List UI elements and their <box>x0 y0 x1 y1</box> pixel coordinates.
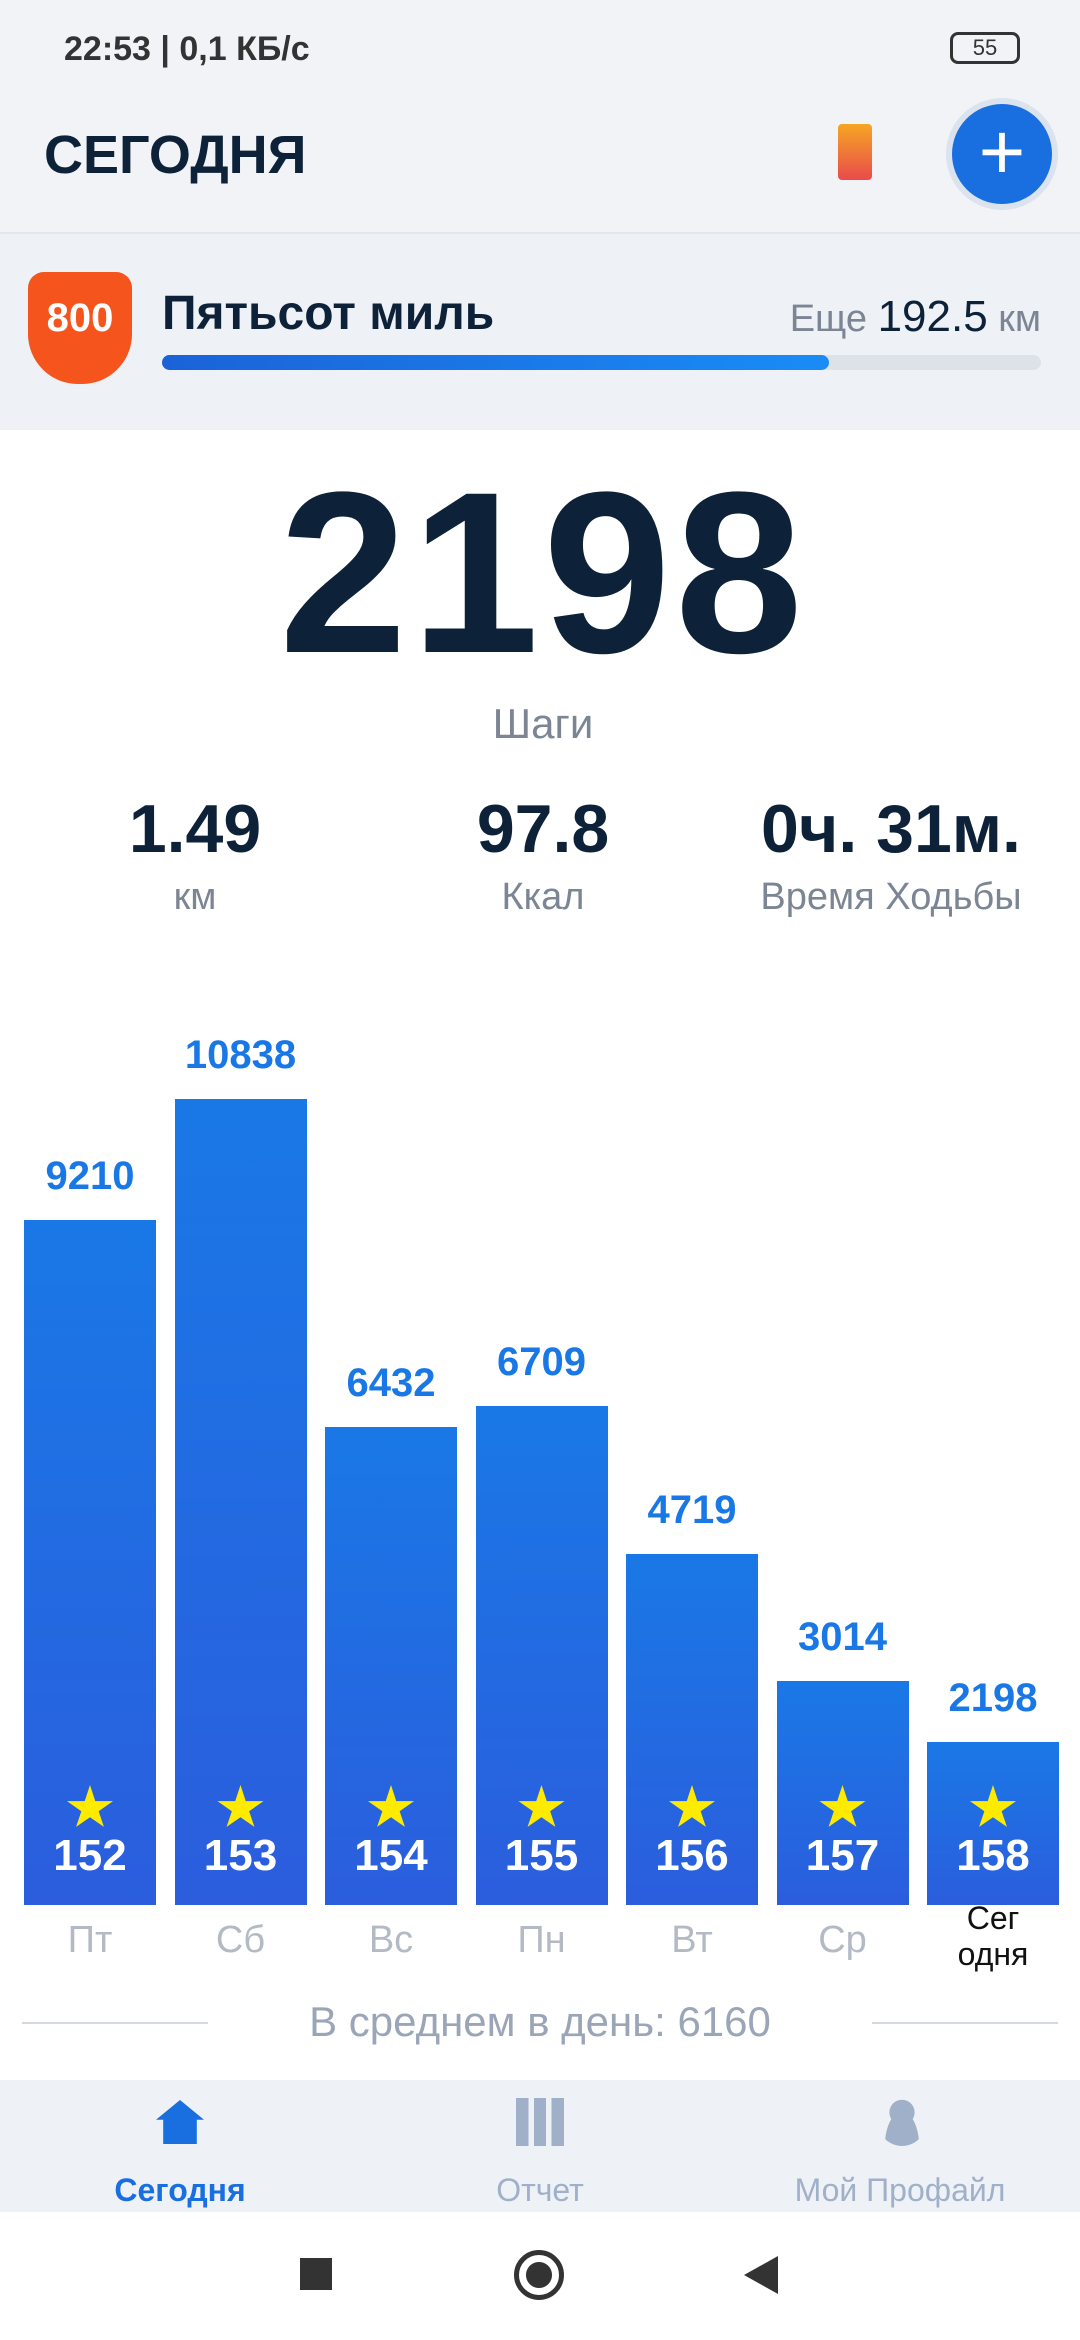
bar[interactable] <box>475 1406 608 1905</box>
steps-count: 2198 <box>279 444 807 701</box>
category-label: Вт <box>671 1919 713 1961</box>
progress-fill <box>162 355 829 370</box>
day-number: 155 <box>504 1831 579 1880</box>
bar-value-label: 3014 <box>798 1614 887 1659</box>
bar-value-label: 4719 <box>647 1488 737 1533</box>
bar[interactable] <box>174 1099 307 1905</box>
profile-icon <box>878 2098 926 2146</box>
day-number: 153 <box>203 1831 278 1880</box>
day-number: 156 <box>655 1831 729 1880</box>
remaining-value: 192.5 <box>877 292 988 341</box>
report-icon <box>516 2098 564 2146</box>
status-time: 22:53 | 0,1 КБ/с <box>64 30 310 68</box>
category-label: Сег одня <box>957 1900 1029 1972</box>
nav-label[interactable]: Отчет <box>496 2172 584 2208</box>
category-label: Вс <box>368 1919 414 1961</box>
day-number: 158 <box>956 1831 1030 1880</box>
progress-track <box>162 355 1041 370</box>
divider <box>872 2022 1058 2024</box>
bar[interactable] <box>626 1554 758 1905</box>
add-button[interactable]: + <box>952 104 1052 204</box>
nav-label[interactable]: Мой Профайл <box>794 2172 1006 2208</box>
bar-value-label: 6709 <box>497 1340 586 1385</box>
divider <box>22 2022 208 2024</box>
average: В среднем в день: 6160 <box>309 1998 771 2045</box>
category-label: Ср <box>818 1919 867 1961</box>
nav-label[interactable]: Сегодня <box>114 2172 246 2208</box>
page-title: СЕГОДНЯ <box>44 125 307 185</box>
battery: 55 <box>950 32 1020 64</box>
category-label: Пн <box>517 1919 566 1961</box>
bar[interactable] <box>325 1426 457 1905</box>
sys-home[interactable] <box>514 2250 564 2300</box>
bar-value-label: 2198 <box>948 1675 1038 1720</box>
day-number: 154 <box>354 1831 428 1880</box>
sys-recent[interactable] <box>300 2258 332 2290</box>
stat-value: 1.49 <box>128 791 262 867</box>
day-number: 152 <box>53 1831 127 1880</box>
category-label: Сб <box>215 1919 266 1961</box>
challenge-badge: 800 <box>28 272 132 384</box>
bar-value-label: 9210 <box>45 1154 135 1199</box>
steps-label: Шаги <box>492 700 594 747</box>
stat-value: 97.8 <box>476 791 610 867</box>
challenge-title: Пятьсот миль <box>162 287 495 340</box>
category-label: Пт <box>67 1919 113 1961</box>
remaining-prefix: Еще <box>789 298 868 340</box>
bar-value-label: 6432 <box>346 1360 436 1405</box>
bar-value-label: 10838 <box>184 1033 297 1077</box>
challenge-card[interactable] <box>0 232 1080 430</box>
gift-icon[interactable] <box>838 124 872 180</box>
day-number: 157 <box>805 1831 880 1880</box>
top-area <box>0 0 1080 232</box>
stat-value: 0ч. 31м. <box>761 791 1021 867</box>
bar[interactable] <box>927 1741 1059 1905</box>
stat-label: км <box>173 876 217 918</box>
remaining-unit: км <box>998 298 1041 340</box>
challenge-remaining: Еще 192.5 км <box>790 292 1041 342</box>
stat-label: Ккал <box>501 876 585 918</box>
stat-label: Время Ходьбы <box>760 876 1022 918</box>
